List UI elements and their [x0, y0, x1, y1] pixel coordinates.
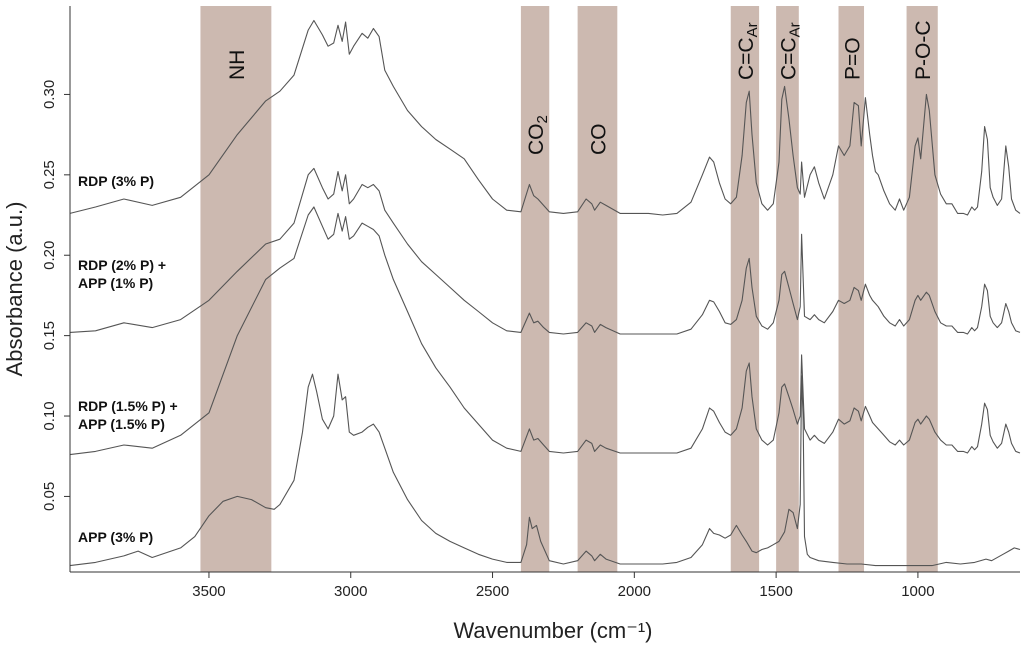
y-tick-label-4: 0.25 [41, 160, 58, 189]
series-layer [69, 19, 1021, 567]
x-axis-unit: (cm⁻¹) [590, 618, 653, 643]
series-line-1 [69, 167, 1021, 335]
x-tick-label-4: 1500 [759, 583, 792, 600]
band-label-2: CO [587, 124, 610, 156]
x-tick-label-0: 3500 [192, 583, 225, 600]
x-tick-label-2: 2500 [476, 583, 509, 600]
band-3 [730, 6, 760, 572]
band-label-3: C=CAr [735, 22, 761, 80]
y-axis-label: Absorbance (a.u.) [2, 202, 27, 377]
series-label-2-0: RDP (1.5% P) + [78, 398, 178, 414]
labels-layer: RDP (3% P) RDP (2% P) + APP (1% P) RDP (1.5… [78, 173, 178, 545]
axes-layer: 3500 3000 2500 2000 1500 1000 0.05 0.10 0.15 0.20… [2, 6, 1020, 643]
band-label-5: P=O [841, 37, 864, 80]
x-tick-label-3: 2000 [618, 583, 651, 600]
band-1 [520, 6, 550, 572]
series-line-2 [69, 206, 1021, 456]
series-label-3-0: APP (3% P) [78, 529, 153, 545]
x-axis-label: Wavenumber (cm⁻¹) [453, 618, 652, 643]
series-label-0-0: RDP (3% P) [78, 173, 154, 189]
bands-layer: NH CO2 CO C=CAr C=CAr P=O P-O-C [200, 6, 938, 572]
y-tick-label-2: 0.15 [41, 321, 58, 350]
series-label-1-0: RDP (2% P) + [78, 257, 166, 273]
band-label-1: CO2 [525, 115, 551, 155]
x-tick-label-5: 1000 [901, 583, 934, 600]
band-2 [577, 6, 618, 572]
band-0 [200, 6, 272, 572]
band-6 [906, 6, 938, 572]
band-5 [838, 6, 865, 572]
series-line-3 [69, 373, 1021, 567]
y-tick-label-0: 0.05 [41, 482, 58, 511]
y-tick-label-3: 0.20 [41, 241, 58, 270]
band-4 [776, 6, 799, 572]
band-label-6: P-O-C [912, 21, 935, 81]
series-label-2-1: APP (1.5% P) [78, 416, 165, 432]
band-label-0: NH [226, 50, 249, 80]
band-label-4: C=CAr [777, 22, 803, 80]
x-tick-label-1: 3000 [334, 583, 367, 600]
series-label-1-1: APP (1% P) [78, 275, 153, 291]
y-tick-label-5: 0.30 [41, 80, 58, 109]
series-line-0 [69, 19, 1021, 216]
y-tick-label-1: 0.10 [41, 401, 58, 430]
